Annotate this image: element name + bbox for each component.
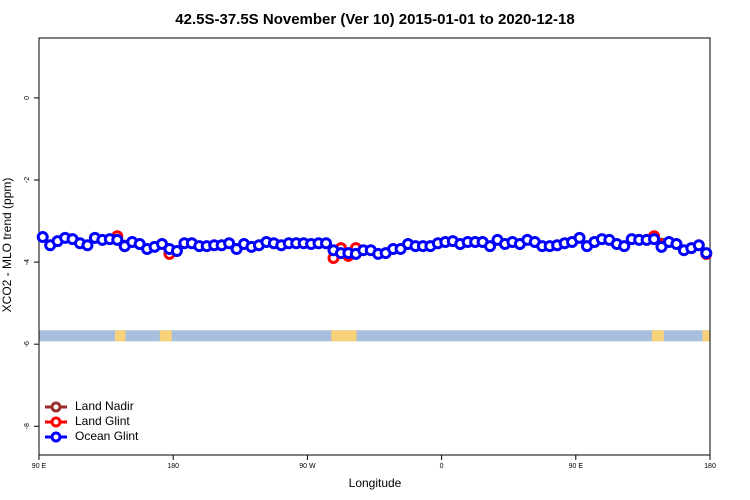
land-band [115, 330, 126, 342]
x-tick-label: 90 W [299, 463, 316, 470]
legend-marker [50, 416, 62, 428]
legend-label: Land Nadir [75, 399, 134, 413]
legend-marker [50, 431, 62, 443]
plot-frame [38, 37, 711, 456]
data-point [484, 240, 497, 253]
data-point [36, 231, 49, 244]
x-tick-label: 180 [704, 463, 716, 470]
data-point [111, 233, 124, 246]
land-band [159, 330, 172, 342]
x-axis-label: Longitude [349, 476, 402, 490]
data-point [81, 239, 94, 252]
land-band [702, 330, 710, 342]
data-point [700, 247, 713, 260]
data-point [320, 237, 333, 250]
legend-label: Ocean Glint [75, 429, 139, 443]
x-tick-label: 0 [440, 463, 444, 470]
y-tick-label: 0 [24, 96, 31, 100]
y-axis-label: XCO2 - MLO trend (ppm) [0, 178, 14, 313]
legend-label: Land Glint [75, 414, 130, 428]
y-tick-label: -6 [24, 341, 31, 347]
x-tick-label: 180 [167, 463, 179, 470]
data-point [692, 239, 705, 252]
chart-title: 42.5S-37.5S November (Ver 10) 2015-01-01… [175, 11, 574, 28]
y-tick-label: -2 [24, 177, 31, 183]
x-tick-label: 90 E [569, 463, 584, 470]
y-tick-label: -4 [24, 259, 31, 265]
land-band [651, 330, 664, 342]
legend-marker [50, 401, 62, 413]
data-point [223, 237, 236, 250]
data-point [670, 238, 683, 251]
data-point [618, 240, 631, 253]
data-point [170, 245, 183, 258]
ocean-band [39, 330, 710, 342]
data-point [573, 231, 586, 244]
y-tick-label: -8 [24, 423, 31, 429]
data-point [648, 233, 661, 246]
land-band [331, 330, 357, 342]
x-tick-label: 90 E [32, 463, 47, 470]
